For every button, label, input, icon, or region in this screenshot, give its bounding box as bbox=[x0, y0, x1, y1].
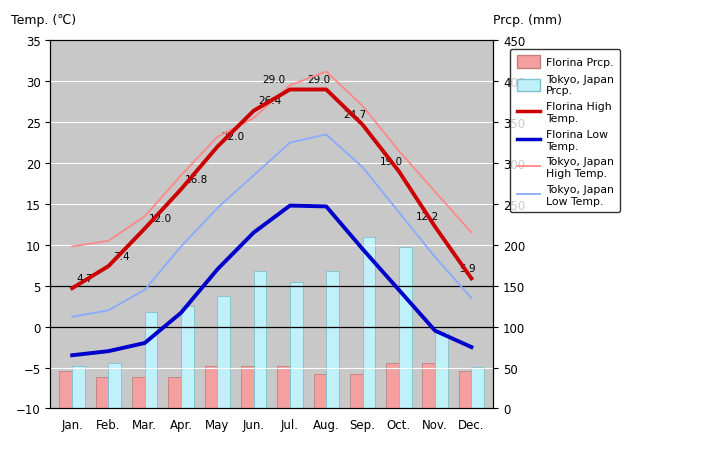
Text: Temp. (℃): Temp. (℃) bbox=[11, 14, 76, 27]
Bar bbox=[435, 333, 448, 409]
Bar bbox=[399, 248, 412, 409]
Text: 29.0: 29.0 bbox=[307, 75, 330, 85]
Bar bbox=[204, 366, 217, 409]
Legend: Florina Prcp., Tokyo, Japan
Prcp., Florina High
Temp., Florina Low
Temp., Tokyo,: Florina Prcp., Tokyo, Japan Prcp., Flori… bbox=[510, 50, 620, 213]
Bar bbox=[241, 366, 253, 409]
Text: 29.0: 29.0 bbox=[263, 75, 286, 85]
Text: 12.0: 12.0 bbox=[149, 213, 172, 224]
Text: Prcp. (mm): Prcp. (mm) bbox=[492, 14, 562, 27]
Text: 26.4: 26.4 bbox=[258, 96, 281, 106]
Bar bbox=[145, 312, 158, 409]
Bar bbox=[60, 371, 72, 409]
Bar bbox=[168, 377, 181, 409]
Text: 7.4: 7.4 bbox=[112, 251, 130, 261]
Bar bbox=[363, 237, 375, 409]
Text: 5.9: 5.9 bbox=[459, 263, 476, 273]
Text: 19.0: 19.0 bbox=[380, 157, 403, 166]
Text: 4.7: 4.7 bbox=[76, 273, 93, 283]
Bar bbox=[459, 371, 472, 409]
Bar bbox=[181, 307, 194, 409]
Text: 12.2: 12.2 bbox=[416, 212, 439, 222]
Bar bbox=[326, 271, 339, 409]
Bar bbox=[290, 283, 302, 409]
Text: 22.0: 22.0 bbox=[222, 132, 245, 142]
Bar bbox=[423, 364, 435, 409]
Bar bbox=[472, 367, 484, 409]
Bar bbox=[386, 364, 399, 409]
Bar bbox=[277, 366, 290, 409]
Text: 24.7: 24.7 bbox=[343, 110, 366, 120]
Bar bbox=[72, 366, 85, 409]
Bar bbox=[313, 374, 326, 409]
Bar bbox=[350, 374, 363, 409]
Bar bbox=[253, 271, 266, 409]
Bar bbox=[96, 377, 109, 409]
Bar bbox=[132, 377, 145, 409]
Bar bbox=[109, 363, 121, 409]
Bar bbox=[217, 296, 230, 409]
Text: 16.8: 16.8 bbox=[185, 174, 209, 184]
